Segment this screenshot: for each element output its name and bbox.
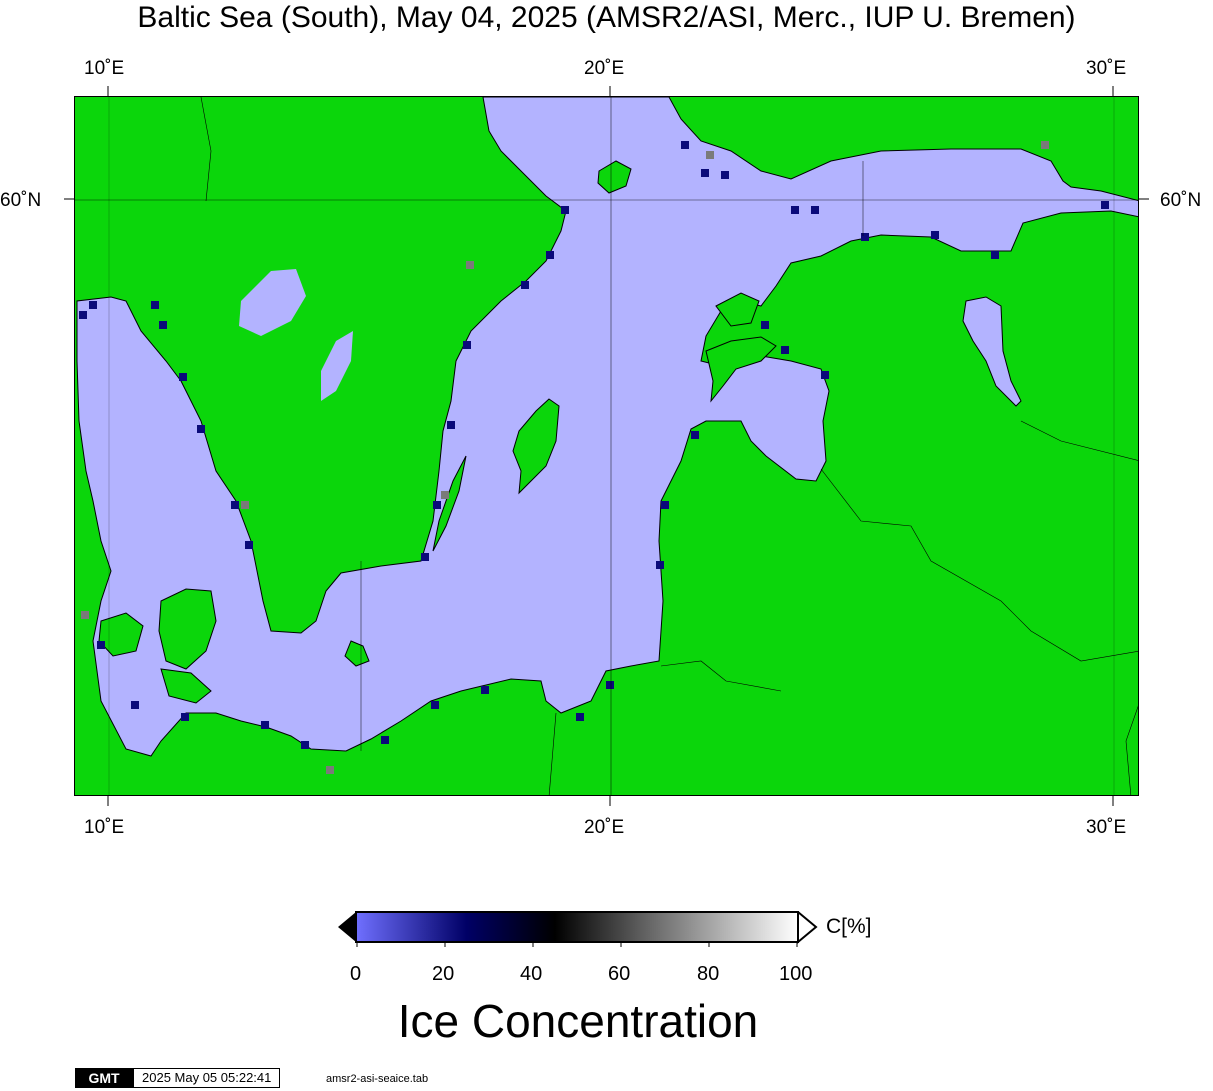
map-title: Baltic Sea (South), May 04, 2025 (AMSR2/… [137,1,1076,34]
colorbar-title: Ice Concentration [397,995,759,1047]
gmt-logo: GMT [75,1068,133,1088]
colorbar-underflow-triangle [338,912,356,942]
hiiumaa-island [715,292,760,327]
top-lon-label-30e: 30˚E [1086,58,1127,79]
right-lat-label-60n: 60˚N [1160,190,1202,211]
left-lat-label-60n: 60˚N [0,190,42,211]
aland-islands [597,160,632,194]
map-canvas [75,97,1138,795]
bottom-lon-label-10e: 10˚E [84,817,125,838]
oland-island [432,455,467,552]
bottom-lon-label-20e: 20˚E [584,817,625,838]
country-borders [200,97,1138,795]
graticule [75,97,1138,795]
colorbar-unit: C[%] [826,915,872,938]
colorbar [338,911,818,947]
ice-edge-cells [79,141,1109,749]
saaremaa-island [705,336,777,403]
zealand-island [158,588,217,670]
colorbar-overflow-triangle [797,911,818,945]
colorbar-tick-40: 40 [520,963,543,985]
bottom-lon-label-30e: 30˚E [1086,817,1127,838]
colorbar-tick-80: 80 [697,963,720,985]
ice-edge-gray-cells [81,141,1049,774]
baltic-sea-water [76,97,1138,757]
timestamp: 2025 May 05 05:22:41 [133,1068,281,1088]
colorbar-tick-100: 100 [779,963,813,985]
source-file: amsr2-asi-seaice.tab [326,1073,429,1085]
top-lon-label-20e: 20˚E [584,58,625,79]
lake-vanern [239,269,306,336]
colorbar-gradient [355,911,799,943]
lake-peipus [962,296,1022,407]
colorbar-tick-0: 0 [350,963,362,985]
top-lon-label-10e: 10˚E [84,58,125,79]
lolland-island [160,668,212,704]
lake-vattern [321,331,353,401]
colorbar-tick-60: 60 [608,963,631,985]
colorbar-tick-20: 20 [432,963,455,985]
frame-ticks [64,86,1149,806]
gotland-island [512,398,560,495]
map-frame [74,96,1139,796]
